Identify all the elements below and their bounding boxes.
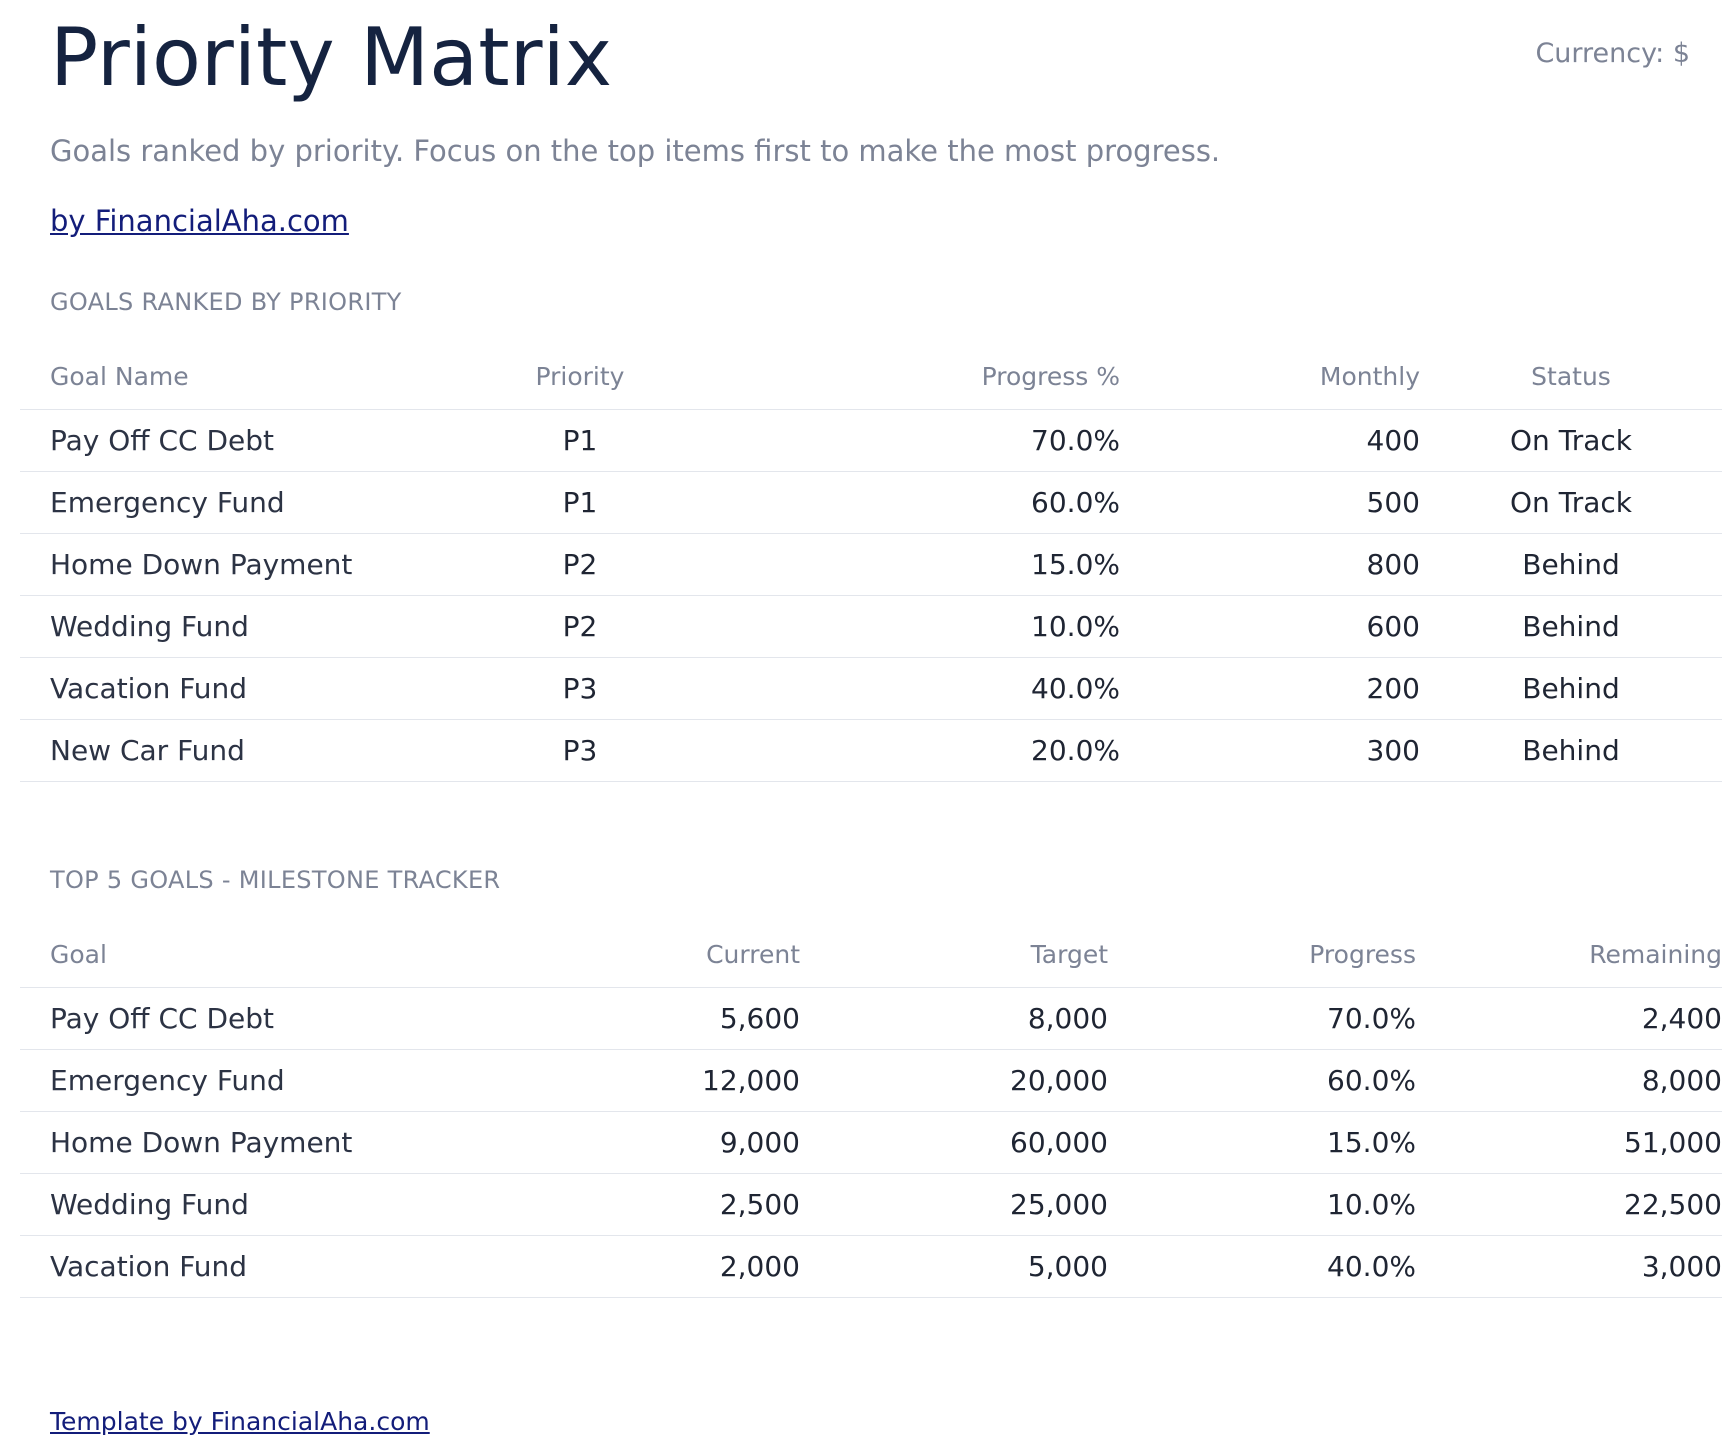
table-row[interactable]: Pay Off CC Debt 5,600 8,000 70.0% 2,400 [20,987,1722,1050]
table-cell: 70.0% [1108,987,1416,1050]
table-row[interactable]: Pay Off CC Debt P1 70.0% 400 On Track [20,409,1722,472]
table-cell: 9,000 [500,1111,800,1174]
table-cell: 15.0% [1108,1111,1416,1174]
brand-link[interactable]: by FinancialAha.com [50,204,349,238]
goal-name-cell: Emergency Fund [20,471,480,534]
table-cell: P1 [480,471,680,534]
table-cell: P3 [480,719,680,782]
table-row[interactable]: Vacation Fund 2,000 5,000 40.0% 3,000 [20,1235,1722,1298]
table-cell: 600 [1120,595,1420,658]
table-cell: 20.0% [680,719,1120,782]
table-cell: On Track [1420,471,1722,534]
table-cell: 12,000 [500,1049,800,1112]
goal-name-cell: Home Down Payment [20,533,480,596]
table-row[interactable]: Wedding Fund P2 10.0% 600 Behind [20,595,1722,658]
col-progress[interactable]: Progress [1108,921,1416,988]
table-cell: 500 [1120,471,1420,534]
priority-table-body: Pay Off CC Debt P1 70.0% 400 On Track Emergen… [20,409,1722,782]
table-cell: 25,000 [800,1173,1108,1236]
table-cell: 2,000 [500,1235,800,1298]
currency-label: Currency: $ [1535,38,1690,69]
priority-section-label: GOALS RANKED BY PRIORITY [50,288,402,316]
goal-name-cell: Vacation Fund [20,657,480,720]
col-status[interactable]: Status [1420,343,1722,410]
table-cell: 5,000 [800,1235,1108,1298]
table-cell: 51,000 [1416,1111,1722,1174]
table-row[interactable]: Vacation Fund P3 40.0% 200 Behind [20,657,1722,720]
table-cell: 20,000 [800,1049,1108,1112]
goal-name-cell: Pay Off CC Debt [20,987,500,1050]
table-row[interactable]: Home Down Payment P2 15.0% 800 Behind [20,533,1722,596]
priority-table: Goal Name Priority Progress % Monthly St… [20,343,1722,782]
table-row[interactable]: Wedding Fund 2,500 25,000 10.0% 22,500 [20,1173,1722,1236]
table-cell: 3,000 [1416,1235,1722,1298]
table-cell: 400 [1120,409,1420,472]
col-current[interactable]: Current [500,921,800,988]
table-cell: 10.0% [1108,1173,1416,1236]
table-row[interactable]: Emergency Fund 12,000 20,000 60.0% 8,000 [20,1049,1722,1112]
priority-table-header: Goal Name Priority Progress % Monthly St… [20,343,1722,410]
milestone-table-header: Goal Current Target Progress Remaining [20,921,1722,988]
table-row[interactable]: Emergency Fund P1 60.0% 500 On Track [20,471,1722,534]
table-cell: Behind [1420,719,1722,782]
table-cell: 8,000 [1416,1049,1722,1112]
table-cell: 2,500 [500,1173,800,1236]
table-cell: 40.0% [680,657,1120,720]
table-cell: 70.0% [680,409,1120,472]
footer-link[interactable]: Template by FinancialAha.com [50,1407,430,1436]
table-cell: P2 [480,595,680,658]
milestone-table-body: Pay Off CC Debt 5,600 8,000 70.0% 2,400 Emerg… [20,987,1722,1298]
table-cell: 8,000 [800,987,1108,1050]
table-cell: P2 [480,533,680,596]
table-cell: 300 [1120,719,1420,782]
col-progress-pct[interactable]: Progress % [680,343,1120,410]
table-cell: 200 [1120,657,1420,720]
col-monthly[interactable]: Monthly [1120,343,1420,410]
table-cell: 60.0% [1108,1049,1416,1112]
col-remaining[interactable]: Remaining [1416,921,1722,988]
table-row[interactable]: New Car Fund P3 20.0% 300 Behind [20,719,1722,782]
goal-name-cell: Vacation Fund [20,1235,500,1298]
page-title: Priority Matrix [50,11,613,104]
table-cell: 800 [1120,533,1420,596]
col-goal-name[interactable]: Goal Name [20,343,480,410]
table-cell: Behind [1420,595,1722,658]
milestone-section-label: TOP 5 GOALS - MILESTONE TRACKER [50,866,501,894]
table-cell: 2,400 [1416,987,1722,1050]
table-cell: Behind [1420,533,1722,596]
goal-name-cell: Wedding Fund [20,1173,500,1236]
table-cell: 60,000 [800,1111,1108,1174]
milestone-table: Goal Current Target Progress Remaining P… [20,921,1722,1298]
goal-name-cell: Pay Off CC Debt [20,409,480,472]
table-cell: Behind [1420,657,1722,720]
table-row[interactable]: Home Down Payment 9,000 60,000 15.0% 51,000 [20,1111,1722,1174]
page-subtitle: Goals ranked by priority. Focus on the t… [50,134,1221,168]
table-cell: 5,600 [500,987,800,1050]
table-cell: P3 [480,657,680,720]
table-cell: P1 [480,409,680,472]
goal-name-cell: Home Down Payment [20,1111,500,1174]
goal-name-cell: Wedding Fund [20,595,480,658]
table-cell: 22,500 [1416,1173,1722,1236]
col-goal[interactable]: Goal [20,921,500,988]
table-cell: 15.0% [680,533,1120,596]
table-cell: 40.0% [1108,1235,1416,1298]
col-priority[interactable]: Priority [480,343,680,410]
table-cell: 10.0% [680,595,1120,658]
table-cell: 60.0% [680,471,1120,534]
col-target[interactable]: Target [800,921,1108,988]
table-cell: On Track [1420,409,1722,472]
goal-name-cell: Emergency Fund [20,1049,500,1112]
goal-name-cell: New Car Fund [20,719,480,782]
